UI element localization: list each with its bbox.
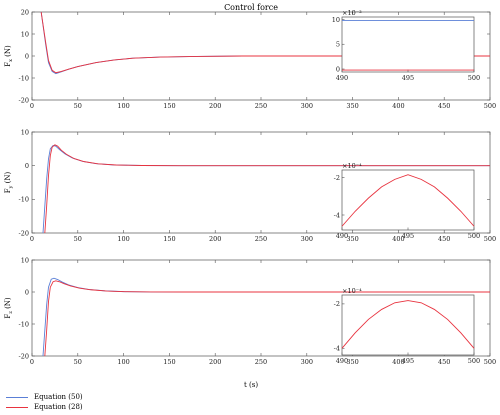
x-tick-label: 350 bbox=[346, 102, 358, 110]
y-tick-label: -10 bbox=[19, 196, 29, 204]
x-tick-label: 200 bbox=[209, 102, 221, 110]
y-tick-label: 10 bbox=[21, 30, 29, 38]
legend-label-equation-50: Equation (50) bbox=[34, 393, 83, 401]
y-tick-label: 20 bbox=[21, 8, 29, 16]
inset-x-tick-label: 490 bbox=[336, 232, 348, 240]
inset-y-tick-label: -4 bbox=[334, 211, 340, 219]
x-tick-label: 150 bbox=[163, 235, 175, 243]
y-tick-label: 0 bbox=[25, 52, 29, 60]
inset-x-tick-label: 490 bbox=[336, 357, 348, 365]
inset-frame bbox=[341, 16, 475, 73]
x-tick-label: 50 bbox=[74, 102, 82, 110]
series-line-equation-28 bbox=[40, 12, 490, 74]
panel-2: 0 50 100 150 200 250 300 350 400 450 500 -20 -10 0 10 F… bbox=[4, 128, 496, 243]
y-tick-label: -20 bbox=[19, 229, 29, 237]
inset-x-tick-label: 500 bbox=[468, 74, 480, 82]
x-tick-label: 400 bbox=[392, 102, 404, 110]
y-tick-label: -10 bbox=[19, 74, 29, 82]
y-tick-label: 10 bbox=[21, 256, 29, 264]
x-tick-label: 400 bbox=[392, 235, 404, 243]
x-tick-label: 150 bbox=[163, 102, 175, 110]
x-tick-label: 0 bbox=[30, 235, 34, 243]
inset-x-tick-label: 500 bbox=[468, 232, 480, 240]
y-tick-label: 0 bbox=[25, 162, 29, 170]
inset-x-tick-label: 495 bbox=[402, 357, 414, 365]
x-tick-label: 150 bbox=[163, 358, 175, 366]
inset-y-tick-label: 5 bbox=[336, 41, 340, 49]
series-line-equation-28 bbox=[44, 280, 490, 356]
x-tick-label: 250 bbox=[255, 102, 267, 110]
y-tick-label: 10 bbox=[21, 128, 29, 136]
x-tick-label: 300 bbox=[301, 358, 313, 366]
panel-3: 0 50 100 150 200 250 300 350 400 450 500 -20 -10 0 10 F… bbox=[4, 256, 496, 366]
inset-3: 490 495 500 -2 -4 ×10⁻⁴ bbox=[334, 287, 481, 365]
x-axis-label: t (s) bbox=[244, 381, 258, 389]
x-tick-label: 200 bbox=[209, 235, 221, 243]
x-tick-label: 100 bbox=[117, 358, 129, 366]
inset-curve bbox=[341, 300, 475, 349]
x-tick-label: 450 bbox=[438, 358, 450, 366]
inset-x-tick-label: 500 bbox=[468, 357, 480, 365]
inset-exponent-label: ×10⁻⁴ bbox=[342, 287, 362, 295]
x-tick-label: 500 bbox=[484, 358, 496, 366]
legend-label-equation-28: Equation (28) bbox=[34, 403, 83, 411]
y-tick-label: 0 bbox=[25, 288, 29, 296]
inset-y-tick-label: 0 bbox=[336, 65, 340, 73]
x-tick-label: 0 bbox=[30, 102, 34, 110]
y-axis-label: Fx (N) bbox=[4, 45, 14, 67]
x-tick-label: 400 bbox=[392, 358, 404, 366]
x-tick-label: 450 bbox=[438, 235, 450, 243]
y-axis-label: Fy (N) bbox=[4, 171, 14, 193]
x-tick-label: 100 bbox=[117, 102, 129, 110]
panels-group: 0 50 100 150 200 250 300 350 400 450 500-20-100102… bbox=[4, 8, 496, 366]
x-tick-label: 300 bbox=[301, 235, 313, 243]
x-tick-label: 50 bbox=[74, 235, 82, 243]
inset-frame bbox=[341, 169, 475, 231]
x-tick-label: 250 bbox=[255, 235, 267, 243]
x-tick-label: 50 bbox=[74, 358, 82, 366]
inset-curve bbox=[341, 174, 475, 227]
legend-item-equation-50: Equation (50) bbox=[6, 392, 83, 402]
inset-y-tick-label: 10 bbox=[332, 16, 340, 24]
x-tick-label: 350 bbox=[346, 358, 358, 366]
inset-2: 490 495 500 -2 -4 ×10⁻⁴ bbox=[334, 162, 481, 240]
y-tick-label: -20 bbox=[19, 352, 29, 360]
x-tick-label: 500 bbox=[484, 102, 496, 110]
inset-1: 490 495 500 0 5 10×10⁻³ bbox=[332, 9, 480, 82]
legend-swatch-equation-50 bbox=[6, 396, 28, 398]
inset-y-tick-label: -2 bbox=[334, 300, 340, 308]
legend-item-equation-28: Equation (28) bbox=[6, 402, 83, 412]
y-axis-label: Fz (N) bbox=[4, 297, 14, 319]
series-line-equation-28 bbox=[44, 144, 490, 233]
x-tick-label: 300 bbox=[301, 102, 313, 110]
inset-exponent-label: ×10⁻³ bbox=[342, 9, 362, 17]
x-tick-label: 250 bbox=[255, 358, 267, 366]
x-tick-label: 500 bbox=[484, 235, 496, 243]
inset-x-tick-label: 490 bbox=[336, 74, 348, 82]
x-tick-label: 100 bbox=[117, 235, 129, 243]
x-tick-label: 450 bbox=[438, 102, 450, 110]
legend-swatch-equation-28 bbox=[6, 406, 28, 408]
figure-title: Control force bbox=[224, 3, 278, 12]
inset-frame bbox=[341, 294, 475, 356]
inset-x-tick-label: 495 bbox=[402, 232, 414, 240]
inset-y-tick-label: -2 bbox=[334, 174, 340, 182]
x-tick-label: 200 bbox=[209, 358, 221, 366]
inset-y-tick-label: -4 bbox=[334, 345, 340, 353]
y-tick-label: -10 bbox=[19, 320, 29, 328]
legend: Equation (50) Equation (28) bbox=[6, 392, 83, 412]
x-tick-label: 350 bbox=[346, 235, 358, 243]
inset-exponent-label: ×10⁻⁴ bbox=[342, 162, 362, 170]
panel-1: 0 50 100 150 200 250 300 350 400 450 500-20-100102… bbox=[4, 8, 496, 110]
x-tick-label: 0 bbox=[30, 358, 34, 366]
y-tick-label: -20 bbox=[19, 96, 29, 104]
inset-x-tick-label: 495 bbox=[402, 74, 414, 82]
